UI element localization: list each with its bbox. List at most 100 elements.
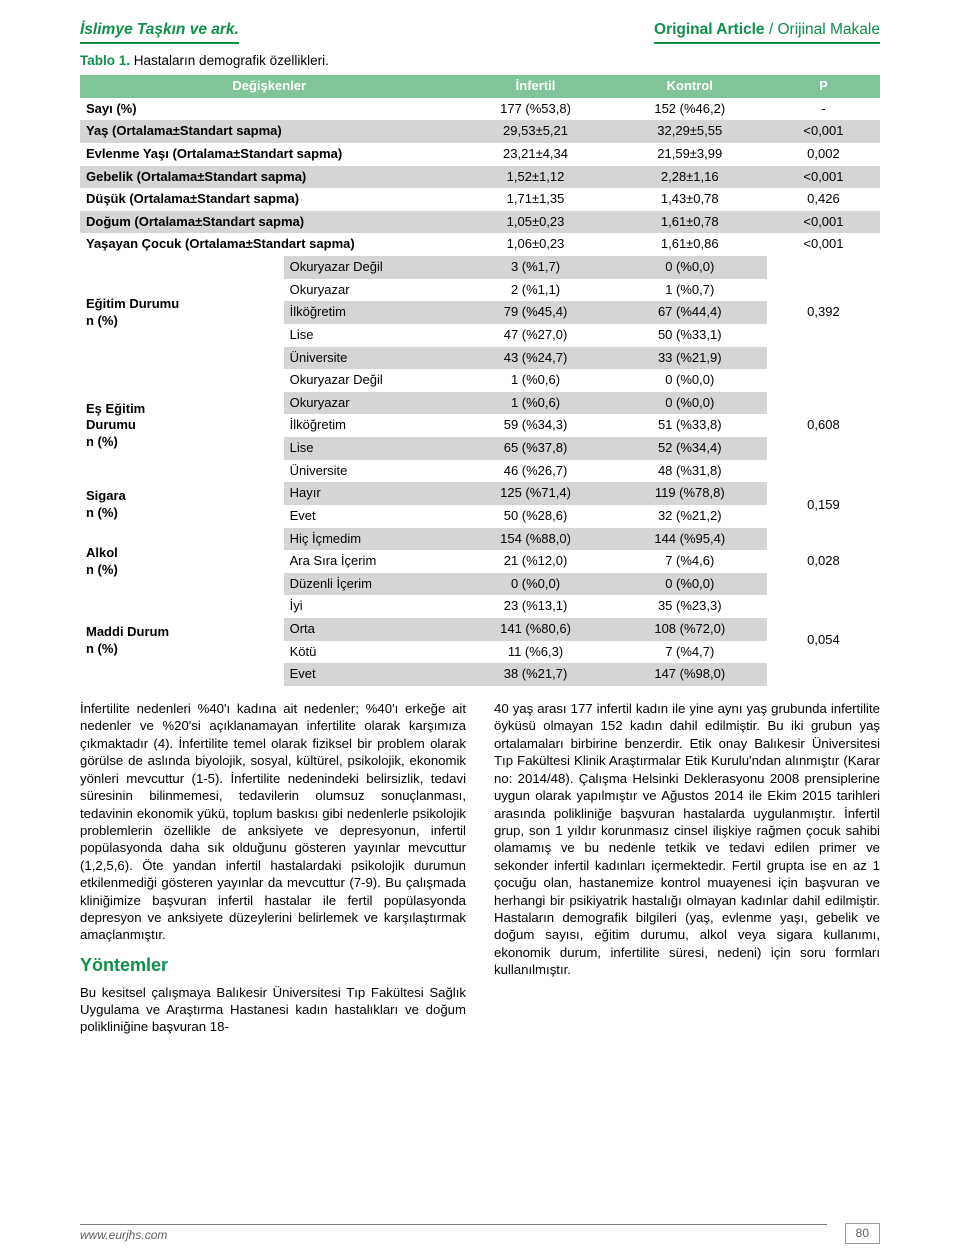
cell: 1,05±0,23	[458, 211, 612, 234]
sub-label: İlköğretim	[284, 414, 459, 437]
cell: 21,59±3,99	[613, 143, 767, 166]
cell: 59 (%34,3)	[458, 414, 612, 437]
table-header-row: DeğişkenlerİnfertilKontrolP	[80, 75, 880, 98]
col-header: Kontrol	[613, 75, 767, 98]
sub-label: Lise	[284, 324, 459, 347]
cell: 119 (%78,8)	[613, 482, 767, 505]
article-type-sep: /	[765, 21, 778, 38]
table-row: Eş EğitimDurumun (%)Okuryazar Değil1 (%0…	[80, 369, 880, 392]
table-row: Evlenme Yaşı (Ortalama±Standart sapma)23…	[80, 143, 880, 166]
cell: 0 (%0,0)	[458, 573, 612, 596]
cell: 21 (%12,0)	[458, 550, 612, 573]
footer-url: www.eurjhs.com	[80, 1224, 827, 1243]
cell: 46 (%26,7)	[458, 460, 612, 483]
table-row: Gebelik (Ortalama±Standart sapma)1,52±1,…	[80, 166, 880, 189]
cell: <0,001	[767, 120, 880, 143]
table-row: Sigaran (%)Hayır125 (%71,4)119 (%78,8)0,…	[80, 482, 880, 505]
cell: 1,61±0,86	[613, 233, 767, 256]
cell: 35 (%23,3)	[613, 595, 767, 618]
cell: 2 (%1,1)	[458, 279, 612, 302]
col-header: P	[767, 75, 880, 98]
sub-label: Ara Sıra İçerim	[284, 550, 459, 573]
cell: <0,001	[767, 166, 880, 189]
cell: 2,28±1,16	[613, 166, 767, 189]
sub-label: Düzenli İçerim	[284, 573, 459, 596]
right-column: 40 yaş arası 177 infertil kadın ile yine…	[494, 700, 880, 1046]
cell: 0,426	[767, 188, 880, 211]
cell: 0 (%0,0)	[613, 573, 767, 596]
cell: 1 (%0,6)	[458, 369, 612, 392]
sub-label: Orta	[284, 618, 459, 641]
table-row: Yaş (Ortalama±Standart sapma)29,53±5,213…	[80, 120, 880, 143]
cell: 38 (%21,7)	[458, 663, 612, 686]
table-row: Doğum (Ortalama±Standart sapma)1,05±0,23…	[80, 211, 880, 234]
group-label: Eğitim Durumun (%)	[80, 256, 284, 369]
group-label: Sigaran (%)	[80, 482, 284, 527]
cell: 1,71±1,35	[458, 188, 612, 211]
cell: 51 (%33,8)	[613, 414, 767, 437]
running-head-left: İslimye Taşkın ve ark.	[80, 20, 239, 44]
row-label: Doğum (Ortalama±Standart sapma)	[80, 211, 458, 234]
table-row: Eğitim Durumun (%)Okuryazar Değil3 (%1,7…	[80, 256, 880, 279]
cell: 79 (%45,4)	[458, 301, 612, 324]
cell: 0 (%0,0)	[613, 256, 767, 279]
cell: <0,001	[767, 233, 880, 256]
cell: 177 (%53,8)	[458, 98, 612, 121]
cell: <0,001	[767, 211, 880, 234]
table-row: Yaşayan Çocuk (Ortalama±Standart sapma)1…	[80, 233, 880, 256]
article-type-rest: Orijinal Makale	[777, 21, 880, 38]
cell: 23,21±4,34	[458, 143, 612, 166]
page: İslimye Taşkın ve ark. Original Article …	[0, 0, 960, 1258]
methods-paragraph-1: Bu kesitsel çalışmaya Balıkesir Üniversi…	[80, 984, 466, 1036]
page-footer: www.eurjhs.com 80	[80, 1223, 880, 1244]
sub-label: Üniversite	[284, 460, 459, 483]
row-label: Sayı (%)	[80, 98, 458, 121]
table-row: Maddi Durumn (%)İyi23 (%13,1)35 (%23,3)0…	[80, 595, 880, 618]
cell: 50 (%28,6)	[458, 505, 612, 528]
cell: 67 (%44,4)	[613, 301, 767, 324]
sub-label: Hiç İçmedim	[284, 528, 459, 551]
sub-label: Evet	[284, 505, 459, 528]
cell: 147 (%98,0)	[613, 663, 767, 686]
p-value: 0,159	[767, 482, 880, 527]
sub-label: Kötü	[284, 641, 459, 664]
cell: 0 (%0,0)	[613, 392, 767, 415]
sub-label: Okuryazar	[284, 279, 459, 302]
cell: 65 (%37,8)	[458, 437, 612, 460]
col-header: İnfertil	[458, 75, 612, 98]
cell: 0,002	[767, 143, 880, 166]
row-label: Evlenme Yaşı (Ortalama±Standart sapma)	[80, 143, 458, 166]
cell: 32 (%21,2)	[613, 505, 767, 528]
cell: 52 (%34,4)	[613, 437, 767, 460]
sub-label: Evet	[284, 663, 459, 686]
row-label: Yaş (Ortalama±Standart sapma)	[80, 120, 458, 143]
group-label: Eş EğitimDurumun (%)	[80, 369, 284, 482]
sub-label: İyi	[284, 595, 459, 618]
cell: 108 (%72,0)	[613, 618, 767, 641]
cell: 1,06±0,23	[458, 233, 612, 256]
page-header: İslimye Taşkın ve ark. Original Article …	[80, 0, 880, 44]
body-columns: İnfertilite nedenleri %40'ı kadına ait n…	[80, 700, 880, 1046]
cell: 11 (%6,3)	[458, 641, 612, 664]
cell: 29,53±5,21	[458, 120, 612, 143]
table-caption-text: Hastaların demografik özellikleri.	[134, 53, 329, 68]
cell: 141 (%80,6)	[458, 618, 612, 641]
cell: 33 (%21,9)	[613, 347, 767, 370]
cell: 23 (%13,1)	[458, 595, 612, 618]
running-head-right: Original Article / Orijinal Makale	[654, 20, 880, 44]
article-type-bold: Original Article	[654, 21, 765, 38]
table-caption: Tablo 1. Hastaların demografik özellikle…	[80, 52, 880, 69]
cell: 32,29±5,55	[613, 120, 767, 143]
cell: 1,43±0,78	[613, 188, 767, 211]
p-value: 0,054	[767, 595, 880, 686]
page-number: 80	[845, 1223, 880, 1244]
cell: 48 (%31,8)	[613, 460, 767, 483]
cell: 154 (%88,0)	[458, 528, 612, 551]
p-value: 0,028	[767, 528, 880, 596]
cell: 125 (%71,4)	[458, 482, 612, 505]
row-label: Gebelik (Ortalama±Standart sapma)	[80, 166, 458, 189]
sub-label: Lise	[284, 437, 459, 460]
row-label: Düşük (Ortalama±Standart sapma)	[80, 188, 458, 211]
cell: 0 (%0,0)	[613, 369, 767, 392]
cell: 1,61±0,78	[613, 211, 767, 234]
